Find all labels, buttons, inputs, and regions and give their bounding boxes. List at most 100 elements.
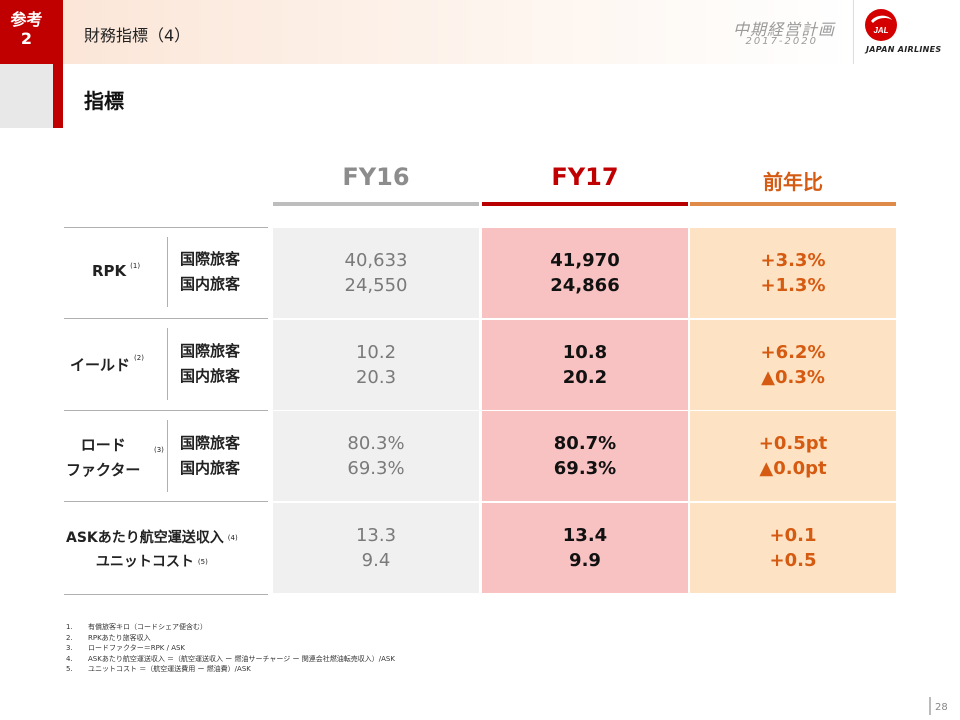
cell-fy16-rpk: 40,633 24,550 (273, 228, 479, 318)
value: 24,866 (550, 275, 620, 296)
footnote-text: ASKあたり航空運送収入 ＝（航空運送収入 ー 燃油サーチャージ ー 関連会社燃… (88, 654, 395, 663)
page-number-bar (929, 697, 931, 715)
footnote-ref: (2) (134, 354, 144, 362)
footnotes: 1. 有償旅客キロ（コードシェア便含む） 2. RPKあたり旅客収入 3. ロードファ… (66, 622, 395, 675)
cell-fy16-ask: 13.3 9.4 (273, 503, 479, 593)
sub-label-international: 国際旅客 (180, 434, 241, 452)
footnote-ref: (3) (154, 446, 164, 454)
value: 24,550 (344, 275, 408, 296)
footnote-text: ロードファクター＝RPK / ASK (88, 644, 186, 652)
page-number: 28 (935, 702, 948, 713)
row-label-text: ユニットコスト (95, 554, 194, 570)
row-label-text: ロード (80, 436, 126, 454)
jal-crane-logo-icon: JAL (865, 9, 897, 41)
footnote-number: 3. (66, 644, 73, 652)
column-header-fy16: FY16 (342, 163, 410, 191)
value: 20.2 (562, 367, 608, 388)
sub-label-domestic: 国内旅客 (180, 275, 241, 293)
value: 10.2 (355, 342, 397, 363)
label-divider (167, 237, 168, 307)
value: +1.3% (760, 275, 826, 296)
plan-years: 2017-2020 (745, 36, 818, 47)
slide-title: 財務指標（4） (84, 26, 191, 45)
sub-labels: 国際旅客 国内旅客 (180, 247, 240, 297)
accent-strip (53, 0, 63, 128)
value: 9.9 (569, 550, 601, 571)
footnote-item: 1. 有償旅客キロ（コードシェア便含む） (66, 622, 395, 633)
footnote-item: 5. ユニットコスト ＝（航空運送費用 ー 燃油費）/ASK (66, 664, 395, 675)
footnote-number: 5. (66, 665, 73, 673)
cell-fy17-yield: 10.8 20.2 (482, 320, 688, 410)
row-label-yield: イールド (2) (70, 354, 144, 375)
logo-mark: JAL (873, 26, 888, 35)
cell-yoy-rpk: +3.3% +1.3% (690, 228, 896, 318)
cell-yoy-ask: +0.1 +0.5 (690, 503, 896, 593)
column-underline-fy16 (273, 202, 479, 206)
value: +3.3% (760, 250, 826, 271)
column-underline-yoy (690, 202, 896, 206)
value: +0.5 (769, 550, 817, 571)
cell-fy16-yield: 10.2 20.3 (273, 320, 479, 410)
label-divider (167, 420, 168, 492)
value: 69.3% (553, 458, 617, 479)
row-label-text: ファクター (66, 461, 141, 479)
footnote-text: 有償旅客キロ（コードシェア便含む） (88, 623, 207, 631)
sub-labels: 国際旅客 国内旅客 (180, 339, 240, 389)
row-separator (64, 410, 268, 411)
value: 20.3 (355, 367, 397, 388)
value: 69.3% (347, 458, 405, 479)
row-label-rpk: RPK (1) (92, 262, 140, 280)
footnote-text: RPKあたり旅客収入 (88, 633, 151, 642)
cell-fy16-load-factor: 80.3% 69.3% (273, 411, 479, 501)
row-separator (64, 227, 268, 228)
value: +0.1 (769, 525, 817, 546)
row-label-text: RPK (92, 262, 127, 280)
sub-label-international: 国際旅客 (180, 250, 241, 268)
cell-yoy-load-factor: +0.5pt ▲0.0pt (690, 411, 896, 501)
column-header-yoy: 前年比 (763, 170, 823, 194)
footnote-ref: (5) (197, 558, 208, 566)
sub-label-international: 国際旅客 (180, 342, 241, 360)
row-separator (64, 318, 268, 319)
value: ▲0.3% (761, 367, 825, 388)
footnote-item: 2. RPKあたり旅客収入 (66, 633, 395, 644)
value: +0.5pt (758, 433, 828, 454)
footnote-text: ユニットコスト ＝（航空運送費用 ー 燃油費）/ASK (88, 665, 251, 673)
value: 41,970 (550, 250, 620, 271)
footnote-item: 3. ロードファクター＝RPK / ASK (66, 643, 395, 654)
cell-yoy-yield: +6.2% ▲0.3% (690, 320, 896, 410)
value: 13.3 (355, 525, 397, 546)
row-label-text: イールド (70, 356, 131, 374)
column-underline-fy17 (482, 202, 688, 206)
sub-labels: 国際旅客 国内旅客 (180, 431, 240, 481)
section-title: 指標 (84, 89, 124, 113)
row-separator (64, 594, 268, 595)
cell-fy17-rpk: 41,970 24,866 (482, 228, 688, 318)
row-label-load-factor: ロード ファクター (66, 433, 140, 483)
footnote-ref: (4) (227, 534, 238, 542)
sub-label-domestic: 国内旅客 (180, 459, 241, 477)
value: 40,633 (344, 250, 408, 271)
section-marker (0, 64, 53, 128)
footnote-number: 2. (66, 633, 73, 642)
header-band (63, 0, 853, 64)
plan-title: 中期経営計画 (732, 20, 835, 39)
sub-label-domestic: 国内旅客 (180, 367, 241, 385)
label-divider (167, 328, 168, 400)
value: 13.4 (562, 525, 608, 546)
reference-badge: 参考 2 (0, 0, 53, 64)
row-separator (64, 501, 268, 502)
value: +6.2% (760, 342, 826, 363)
badge-number: 2 (20, 29, 33, 48)
row-label-text: ASKあたり航空運送収入 (66, 530, 224, 546)
row-label-ask: ASKあたり航空運送収入 (4) ユニットコスト (5) (66, 526, 238, 574)
footnote-number: 1. (66, 623, 73, 631)
value: 80.7% (553, 433, 617, 454)
footnote-ref: (1) (130, 262, 141, 270)
logo-text: JAPAN AIRLINES (866, 45, 942, 54)
value: 80.3% (347, 433, 405, 454)
value: ▲0.0pt (759, 458, 827, 479)
footnote-number: 4. (66, 654, 73, 663)
value: 10.8 (562, 342, 608, 363)
cell-fy17-ask: 13.4 9.9 (482, 503, 688, 593)
